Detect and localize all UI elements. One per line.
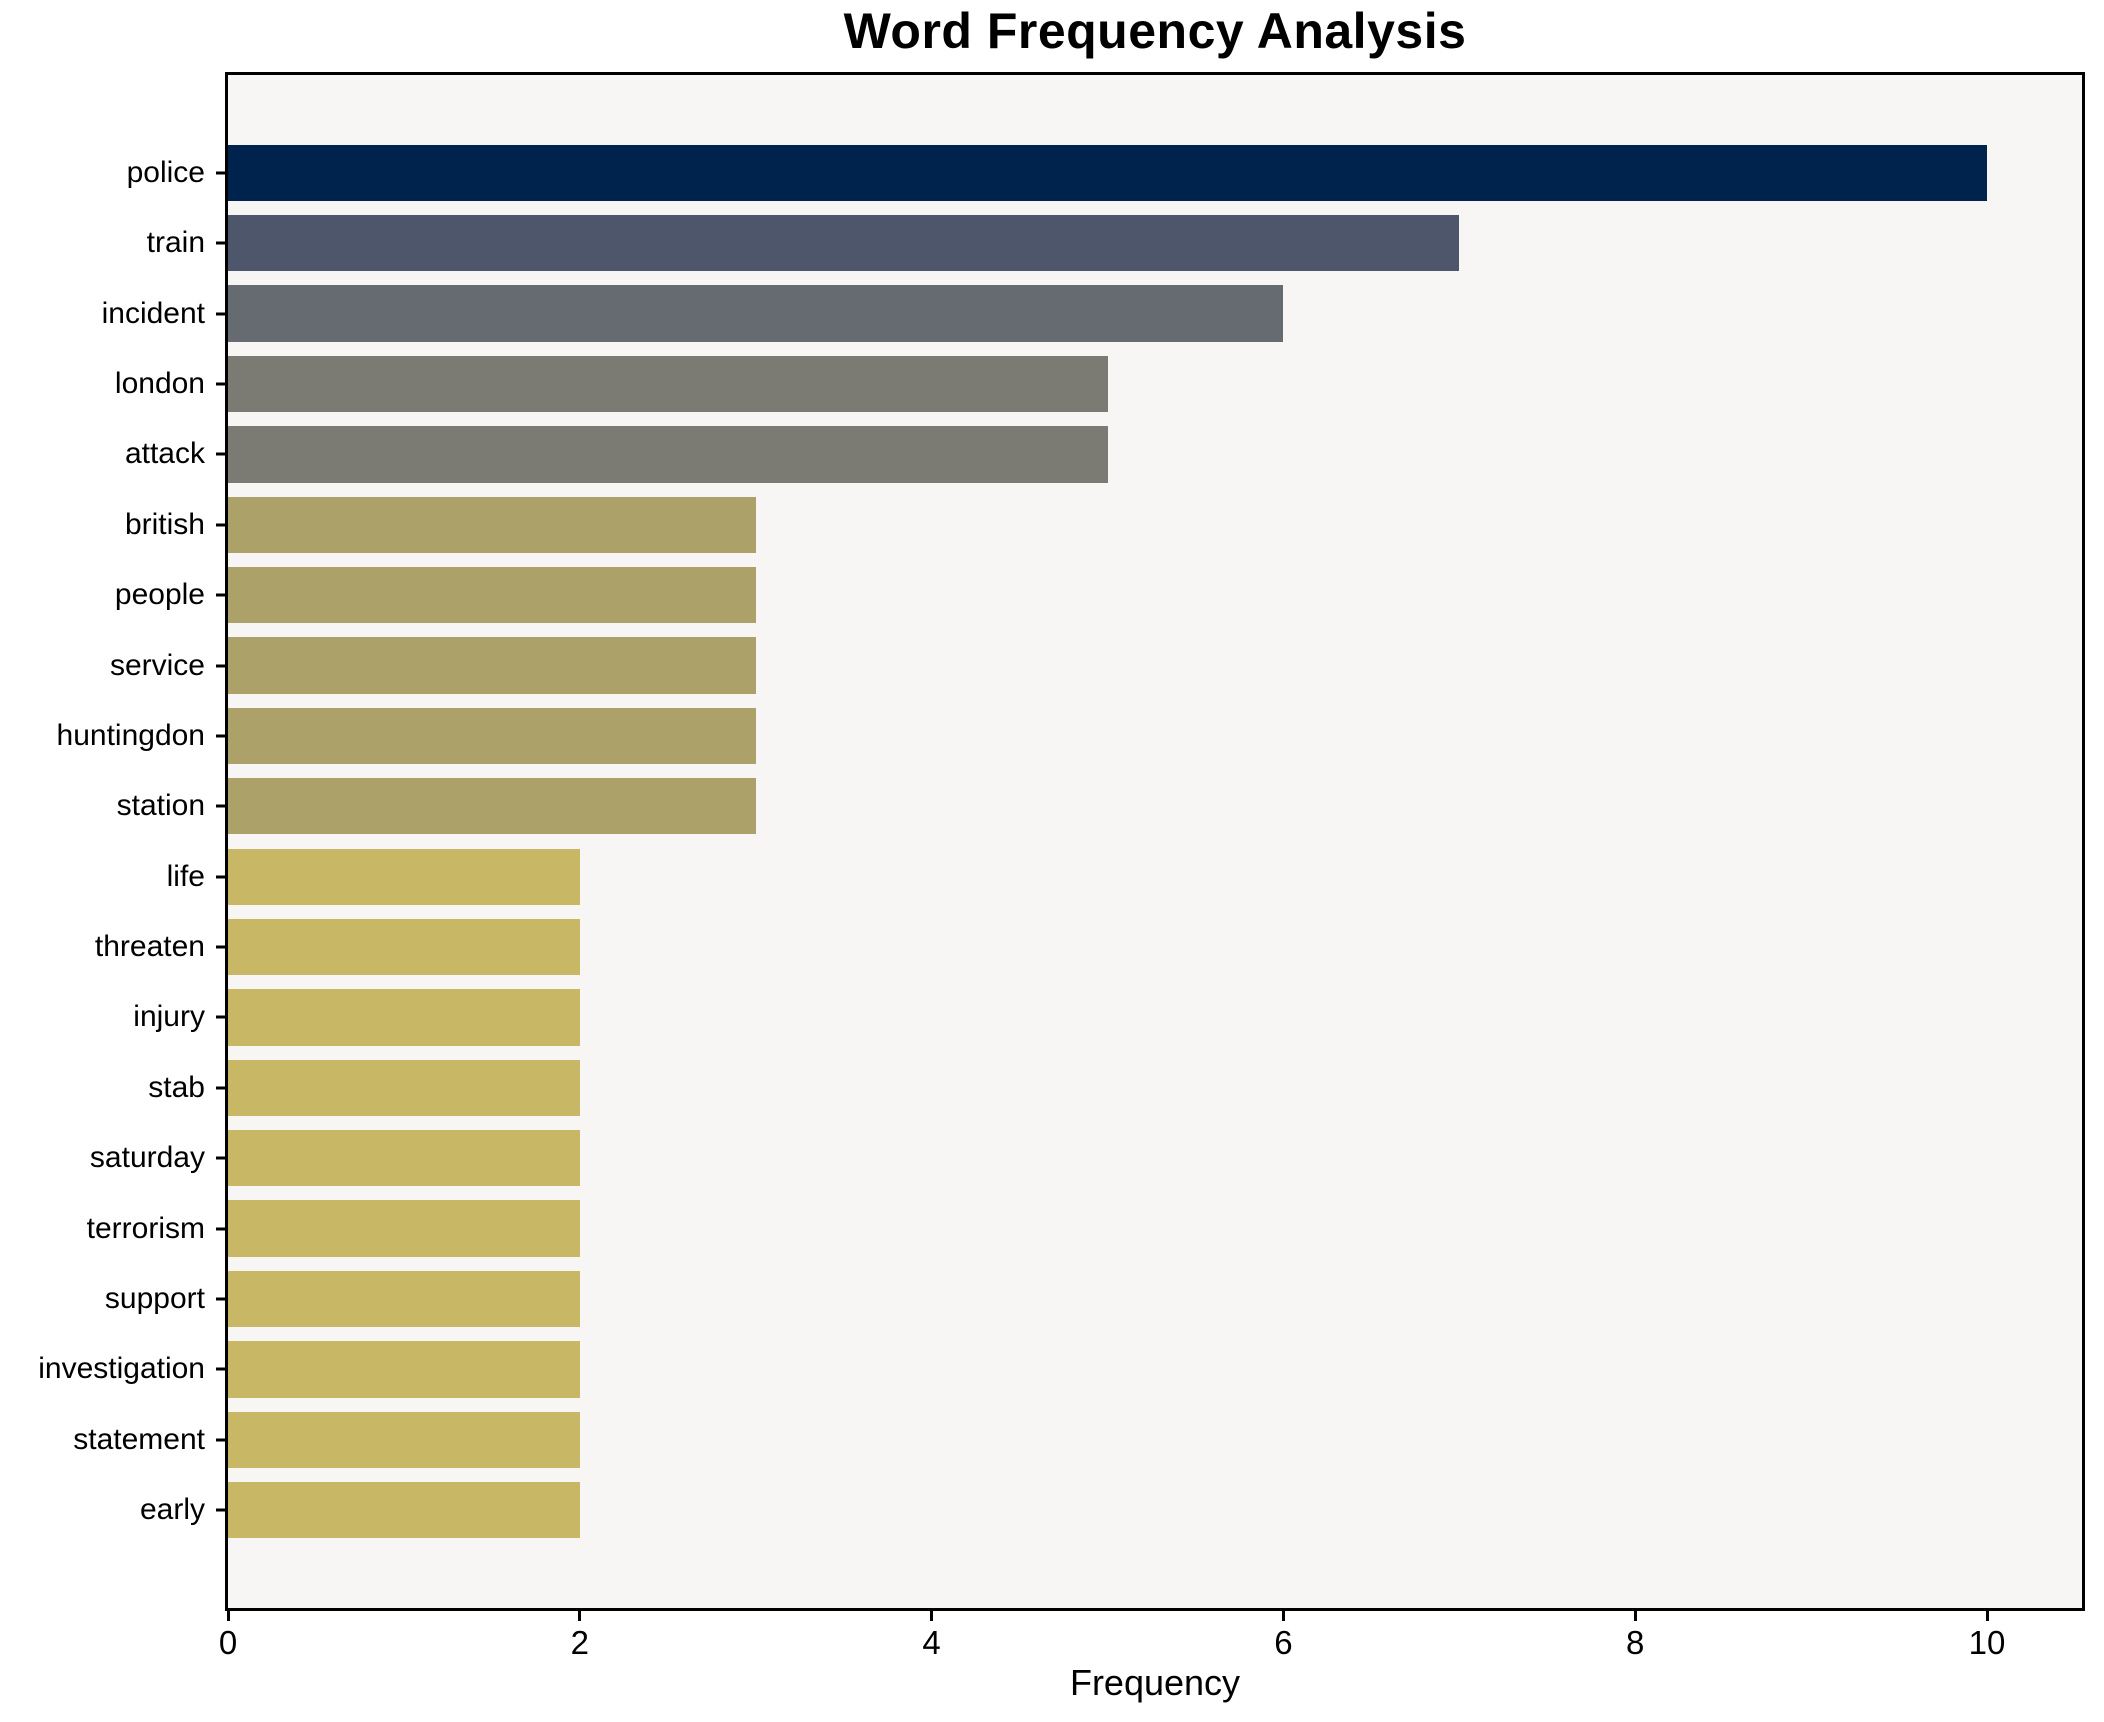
y-tick-mark [216,1297,225,1301]
y-tick-label-threaten: threaten [94,930,205,964]
bar-police [228,144,1987,201]
y-tick-mark [216,1227,225,1231]
y-tick-mark [216,171,225,175]
chart-title: Word Frequency Analysis [843,3,1467,59]
x-tick-mark [578,1611,582,1621]
y-tick-label-huntingdon: huntingdon [56,718,205,752]
y-tick-mark [216,241,225,245]
x-tick-label-4: 4 [922,1624,941,1661]
y-tick-mark [216,945,225,949]
bar-people [228,566,756,624]
y-tick-label-incident: incident [101,296,205,330]
bar-service [228,637,756,694]
y-tick-mark [216,1438,225,1442]
y-tick-mark [216,664,225,668]
bar-injury [228,989,580,1046]
x-axis-label: Frequency [1069,1662,1241,1703]
y-tick-label-people: people [114,578,205,612]
bar-stab [228,1059,580,1116]
y-tick-label-police: police [126,155,205,189]
x-tick-mark [1281,1611,1285,1621]
bar-investigation [228,1341,580,1398]
y-tick-label-injury: injury [133,1000,205,1034]
y-tick-label-support: support [104,1282,205,1315]
y-tick-mark [216,1156,225,1160]
y-tick-mark [216,593,225,597]
bar-huntingdon [228,707,756,765]
bar-statement [228,1411,580,1468]
y-tick-mark [216,1086,225,1090]
bar-station [228,778,756,835]
y-tick-mark [216,452,225,456]
y-tick-label-terrorism: terrorism [86,1211,205,1245]
y-tick-label-stab: stab [148,1070,205,1104]
y-tick-label-service: service [109,648,205,682]
x-tick-mark [1985,1611,1989,1621]
x-tick-mark [226,1611,230,1621]
plot-area [225,72,2085,1611]
bar-british [228,496,756,553]
y-tick-label-investigation: investigation [38,1352,205,1386]
x-tick-mark [930,1611,934,1621]
bar-saturday [228,1130,580,1187]
bar-support [228,1270,580,1328]
y-tick-mark [216,804,225,808]
y-tick-label-british: british [124,507,205,541]
bar-train [228,215,1460,272]
y-tick-label-statement: statement [73,1422,205,1456]
y-tick-label-london: london [114,366,205,400]
x-tick-label-2: 2 [570,1624,589,1661]
bar-threaten [228,918,580,976]
bar-attack [228,426,1108,483]
x-tick-label-6: 6 [1274,1624,1293,1661]
y-tick-mark [216,1015,225,1019]
y-tick-mark [216,523,225,527]
y-tick-mark [216,382,225,386]
y-tick-label-train: train [146,226,205,260]
bar-incident [228,285,1284,342]
bar-terrorism [228,1200,580,1257]
y-tick-label-early: early [139,1493,205,1527]
x-tick-label-10: 10 [1968,1624,2006,1661]
y-tick-label-attack: attack [124,437,205,471]
y-tick-label-life: life [166,859,205,893]
bar-early [228,1482,580,1539]
x-tick-label-0: 0 [218,1624,238,1661]
bar-london [228,355,1108,413]
bar-life [228,848,580,905]
y-tick-label-saturday: saturday [89,1141,205,1175]
y-tick-mark [216,1508,225,1512]
x-tick-mark [1633,1611,1637,1621]
y-tick-mark [216,734,225,738]
x-tick-label-8: 8 [1626,1624,1645,1661]
y-tick-label-station: station [116,789,205,823]
y-tick-mark [216,312,225,316]
y-tick-mark [216,1367,225,1371]
y-tick-mark [216,875,225,879]
